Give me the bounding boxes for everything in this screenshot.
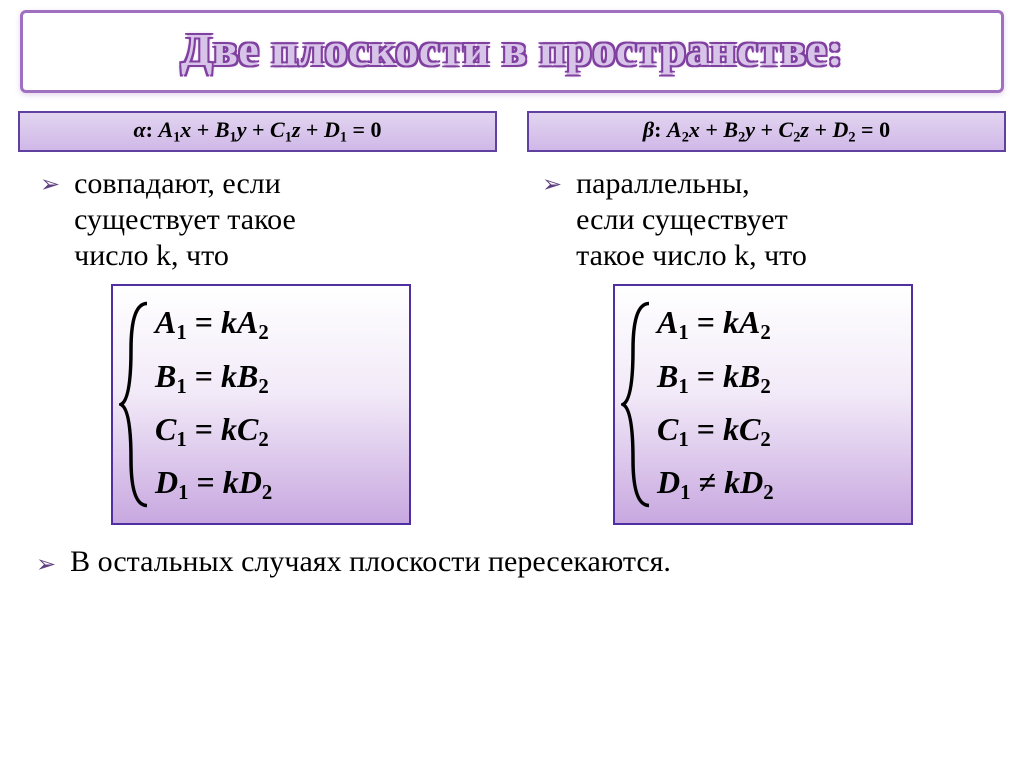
arrow-icon: ➢ — [542, 171, 562, 200]
rhs: kC — [723, 411, 760, 447]
rhs: kB — [723, 358, 760, 394]
left-eq-3: C1 = kC2 — [155, 405, 272, 458]
brace-icon — [119, 298, 153, 511]
conditions-columns: ➢ совпадают, если существует такое число… — [0, 166, 1024, 525]
right-column: ➢ параллельны, если существует такое чис… — [542, 166, 984, 525]
sub: 2 — [258, 322, 268, 345]
sub: 2 — [760, 322, 770, 345]
right-system-box: A1 = kA2 B1 = kB2 C1 = kC2 D1 ≠ — [613, 284, 913, 525]
op: = — [195, 411, 213, 447]
right-bullet: ➢ параллельны, если существует такое чис… — [542, 166, 984, 274]
left-eq-1: A1 = kA2 — [155, 298, 272, 351]
sub: 1 — [178, 481, 188, 504]
sub: 1 — [678, 428, 688, 451]
alpha-label: α — [133, 117, 145, 142]
sub: 2 — [760, 375, 770, 398]
arrow-icon: ➢ — [40, 171, 60, 200]
op: = — [197, 464, 215, 500]
title-box: Две плоскости в пространстве: — [20, 10, 1004, 93]
left-eq-2: B1 = kB2 — [155, 352, 272, 405]
footer-bullet: ➢ В остальных случаях плоскости пересека… — [0, 525, 1024, 579]
arrow-icon: ➢ — [36, 550, 56, 579]
lhs: B — [155, 358, 176, 394]
lhs: A — [155, 304, 176, 340]
sub: 1 — [678, 322, 688, 345]
plane-beta-equation: β: A2x + B2y + C2z + D2 = 0 — [527, 111, 1006, 152]
left-system-box: A1 = kA2 B1 = kB2 C1 = kC2 D1 = — [111, 284, 411, 525]
plane-alpha-equation: α: A1x + B1y + C1z + D1 = 0 — [18, 111, 497, 152]
right-system-equations: A1 = kA2 B1 = kB2 C1 = kC2 D1 ≠ — [655, 298, 774, 511]
beta-label: β — [643, 117, 654, 142]
rhs: kA — [221, 304, 258, 340]
rhs: kD — [724, 464, 763, 500]
sub: 2 — [763, 481, 773, 504]
op: = — [195, 304, 213, 340]
lhs: A — [657, 304, 678, 340]
footer-text: В остальных случаях плоскости пересекают… — [70, 545, 671, 579]
right-eq-3: C1 = kC2 — [657, 405, 774, 458]
left-eq-4: D1 = kD2 — [155, 458, 272, 511]
left-line1: совпадают, если — [74, 167, 281, 200]
page-title: Две плоскости в пространстве: — [181, 24, 843, 75]
sub: 1 — [176, 375, 186, 398]
rhs: kA — [723, 304, 760, 340]
right-line3: такое число k, что — [576, 239, 807, 272]
sub: 2 — [760, 428, 770, 451]
op: = — [697, 358, 715, 394]
sub: 2 — [258, 375, 268, 398]
sub: 1 — [176, 322, 186, 345]
sub: 1 — [230, 129, 237, 145]
right-line2: если существует — [576, 203, 788, 236]
plane-equations-row: α: A1x + B1y + C1z + D1 = 0 β: A2x + B2y… — [0, 111, 1024, 166]
sub: 2 — [848, 129, 855, 145]
brace-icon — [621, 298, 655, 511]
lhs: D — [657, 464, 680, 500]
lhs: C — [155, 411, 176, 447]
sub: 1 — [678, 375, 688, 398]
op: = — [697, 411, 715, 447]
left-system-equations: A1 = kA2 B1 = kB2 C1 = kC2 D1 = — [153, 298, 272, 511]
sub: 1 — [340, 129, 347, 145]
rhs: kB — [221, 358, 258, 394]
sub: 1 — [285, 129, 292, 145]
right-line1: параллельны, — [576, 167, 750, 200]
sub: 2 — [682, 129, 689, 145]
lhs: B — [657, 358, 678, 394]
left-text: совпадают, если существует такое число k… — [74, 166, 296, 274]
left-bullet: ➢ совпадают, если существует такое число… — [40, 166, 482, 274]
sub: 2 — [258, 428, 268, 451]
rhs: kC — [221, 411, 258, 447]
right-eq-2: B1 = kB2 — [657, 352, 774, 405]
lhs: C — [657, 411, 678, 447]
sub: 1 — [176, 428, 186, 451]
rhs: kD — [223, 464, 262, 500]
right-eq-4: D1 ≠ kD2 — [657, 458, 774, 511]
right-eq-1: A1 = kA2 — [657, 298, 774, 351]
sub: 1 — [680, 481, 690, 504]
left-line3: число k, что — [74, 239, 229, 272]
sub: 2 — [262, 481, 272, 504]
op: = — [195, 358, 213, 394]
lhs: D — [155, 464, 178, 500]
left-line2: существует такое — [74, 203, 296, 236]
op: ≠ — [699, 464, 717, 500]
right-text: параллельны, если существует такое число… — [576, 166, 807, 274]
left-column: ➢ совпадают, если существует такое число… — [40, 166, 482, 525]
op: = — [697, 304, 715, 340]
